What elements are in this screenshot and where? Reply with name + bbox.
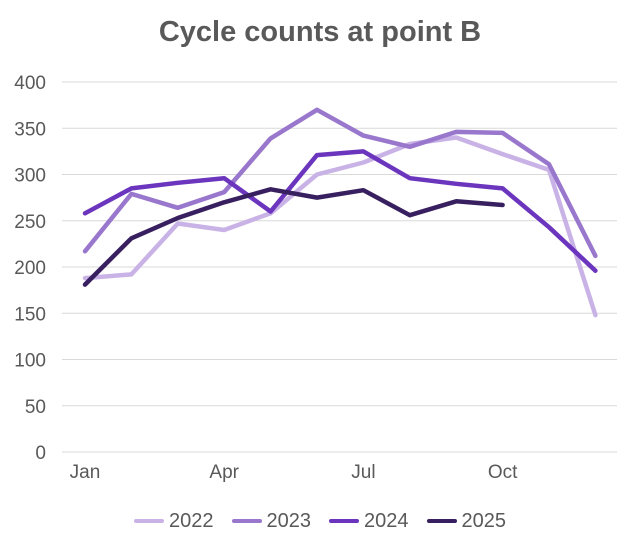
legend: 2022 2023 2024 2025 [0, 508, 640, 534]
y-axis-label: 0 [35, 443, 46, 464]
y-axis-label: 350 [14, 119, 46, 140]
y-axis-label: 250 [14, 212, 46, 233]
legend-swatch-2022 [134, 518, 164, 524]
series-line-2025 [82, 187, 505, 287]
legend-item-2025: 2025 [426, 508, 507, 534]
legend-label: 2023 [266, 510, 312, 532]
series-line-2024 [82, 149, 598, 273]
series-line-2023 [82, 107, 598, 259]
legend-label: 2022 [169, 510, 214, 532]
y-axis-label: 200 [14, 258, 46, 279]
y-axis-label: 400 [14, 73, 46, 94]
legend-item-2024: 2024 [329, 508, 409, 534]
chart-title: Cycle counts at point B [158, 16, 482, 48]
x-axis-label: Jan [70, 462, 101, 483]
legend-item-2022: 2022 [134, 508, 214, 534]
legend-swatch-2024 [329, 518, 359, 524]
series-line-2022 [82, 135, 598, 318]
legend-label: 2024 [364, 510, 409, 532]
legend-item-2023: 2023 [231, 508, 312, 534]
x-axis-label: Apr [209, 462, 239, 483]
legend-swatch-2025 [426, 518, 457, 524]
y-axis-label: 300 [14, 166, 46, 187]
x-axis-label: Oct [488, 462, 518, 483]
y-axis-label: 150 [14, 304, 46, 325]
y-axis-label: 100 [14, 351, 46, 372]
y-axis-label: 50 [25, 397, 46, 418]
legend-swatch-2023 [231, 518, 262, 524]
x-axis-label: Jul [351, 462, 375, 483]
legend-label: 2025 [461, 510, 507, 532]
